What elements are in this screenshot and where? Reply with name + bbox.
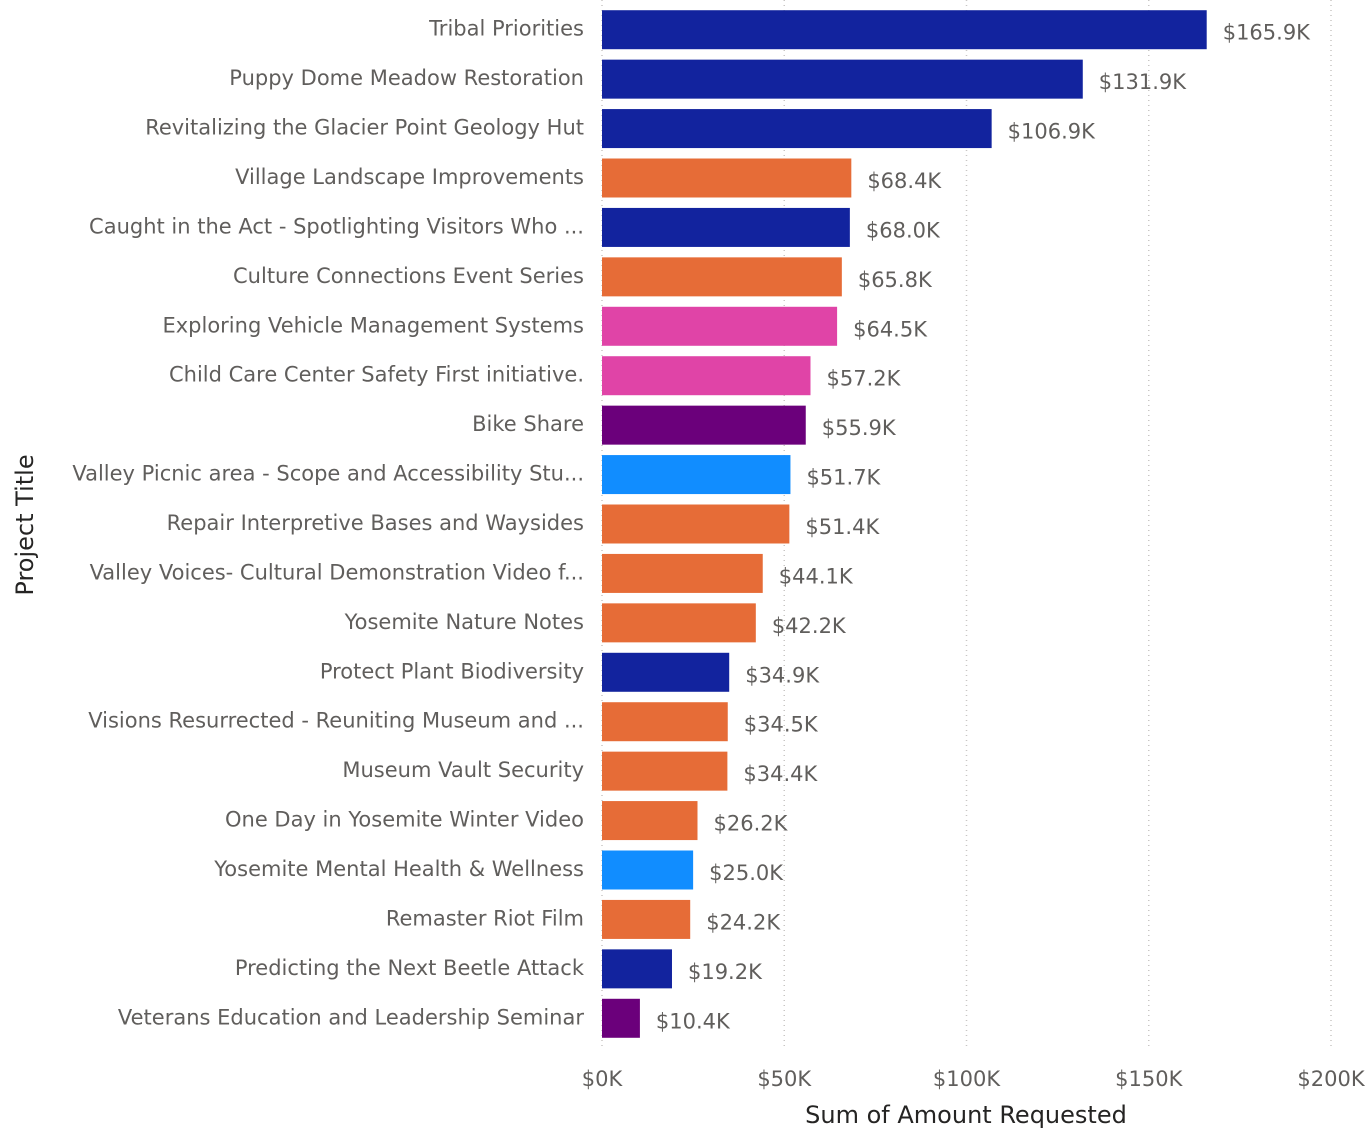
bar — [602, 553, 763, 593]
bar — [602, 949, 672, 989]
y-tick-label: Yosemite Nature Notes — [344, 610, 584, 634]
bar — [602, 455, 791, 495]
bar — [602, 405, 806, 445]
data-label: $68.0K — [866, 218, 941, 242]
data-label: $34.5K — [744, 713, 819, 737]
x-tick-label: $150K — [1115, 1067, 1183, 1091]
data-label: $51.7K — [806, 466, 881, 490]
data-label: $131.9K — [1099, 70, 1187, 94]
y-tick-label: Visions Resurrected - Reuniting Museum a… — [88, 709, 584, 733]
bar — [602, 603, 756, 643]
x-tick-label: $50K — [757, 1067, 812, 1091]
y-tick-label: Protect Plant Biodiversity — [320, 659, 584, 683]
y-tick-label: Valley Voices- Cultural Demonstration Vi… — [90, 560, 584, 584]
data-label: $34.4K — [743, 762, 818, 786]
y-tick-label: Veterans Education and Leadership Semina… — [118, 1005, 584, 1029]
y-tick-label: Remaster Riot Film — [386, 906, 584, 930]
bar — [602, 751, 728, 791]
x-tick-label: $0K — [582, 1067, 624, 1091]
data-label: $57.2K — [826, 367, 901, 391]
y-tick-label: One Day in Yosemite Winter Video — [225, 808, 584, 832]
y-tick-label: Culture Connections Event Series — [233, 264, 584, 288]
y-tick-label: Tribal Priorities — [428, 17, 584, 41]
data-label: $10.4K — [656, 1009, 731, 1033]
bar — [602, 59, 1083, 99]
y-tick-label: Museum Vault Security — [342, 758, 584, 782]
y-axis-title: Project Title — [11, 454, 39, 595]
data-label: $24.2K — [706, 910, 781, 934]
y-tick-label: Repair Interpretive Bases and Waysides — [167, 511, 584, 535]
data-label: $26.2K — [713, 812, 788, 836]
bar — [602, 652, 730, 692]
y-tick-label: Caught in the Act - Spotlighting Visitor… — [89, 214, 584, 238]
data-label: $55.9K — [822, 416, 897, 440]
bar — [602, 10, 1207, 50]
y-tick-label: Yosemite Mental Health & Wellness — [213, 857, 584, 881]
data-label: $51.4K — [805, 515, 880, 539]
bar — [602, 109, 992, 149]
y-tick-label: Exploring Vehicle Management Systems — [162, 313, 584, 337]
data-label: $34.9K — [745, 663, 820, 687]
y-tick-label: Child Care Center Safety First initiativ… — [169, 363, 584, 387]
data-label: $65.8K — [858, 268, 933, 292]
bar — [602, 702, 728, 742]
bar — [602, 356, 811, 396]
y-tick-label: Bike Share — [472, 412, 584, 436]
data-label: $19.2K — [688, 960, 763, 984]
bar — [602, 158, 852, 198]
y-tick-label: Village Landscape Improvements — [235, 165, 584, 189]
data-label: $165.9K — [1223, 21, 1311, 45]
bar — [602, 207, 850, 247]
data-label: $44.1K — [779, 564, 854, 588]
bar — [602, 998, 640, 1038]
data-label: $68.4K — [867, 169, 942, 193]
y-tick-label: Predicting the Next Beetle Attack — [235, 956, 585, 980]
x-tick-label: $100K — [933, 1067, 1001, 1091]
y-tick-label: Valley Picnic area - Scope and Accessibi… — [72, 462, 584, 486]
data-label: $64.5K — [853, 317, 928, 341]
bar — [602, 801, 698, 841]
bar — [602, 850, 694, 890]
bar — [602, 257, 842, 297]
bar — [602, 504, 790, 544]
data-label: $25.0K — [709, 861, 784, 885]
data-label: $42.2K — [772, 614, 847, 638]
x-axis-title: Sum of Amount Requested — [805, 1101, 1127, 1129]
bar — [602, 306, 838, 346]
data-label: $106.9K — [1008, 120, 1096, 144]
y-tick-label: Revitalizing the Glacier Point Geology H… — [145, 116, 584, 140]
x-tick-label: $200K — [1297, 1067, 1365, 1091]
y-tick-label: Puppy Dome Meadow Restoration — [229, 66, 584, 90]
bar — [602, 899, 691, 939]
